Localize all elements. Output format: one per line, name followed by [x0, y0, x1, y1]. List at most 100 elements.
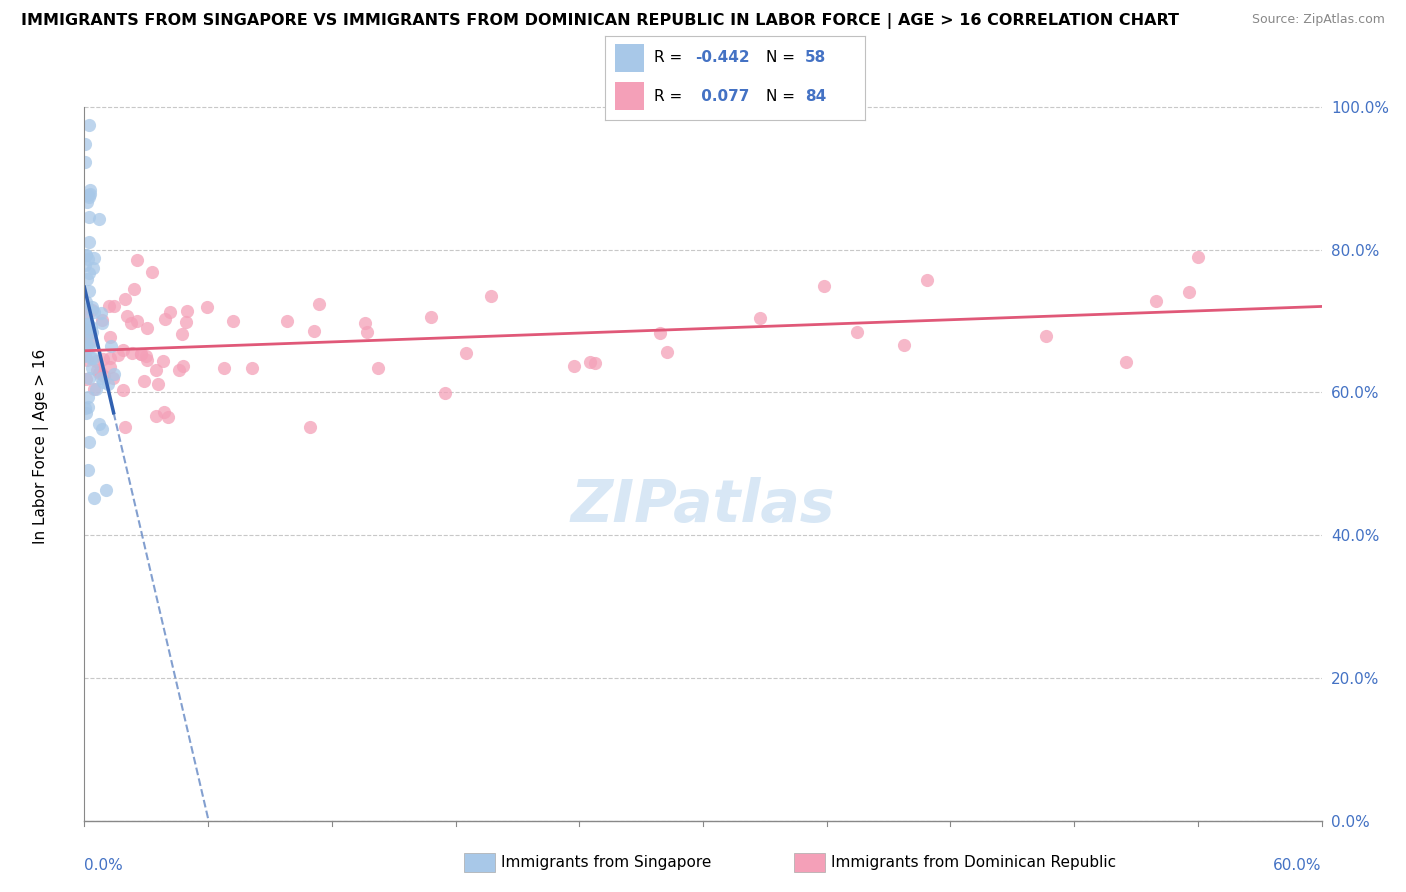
- Point: [75, 320, 97, 334]
- Text: N =: N =: [766, 89, 800, 104]
- Point: [77, 210, 100, 224]
- Point: [77, 235, 100, 249]
- Point: [562, 359, 585, 373]
- Point: [103, 368, 125, 382]
- Point: [73, 258, 96, 272]
- Point: [302, 324, 325, 338]
- Point: [91, 351, 114, 366]
- Point: [353, 316, 375, 330]
- Point: [174, 315, 197, 329]
- Point: [1144, 293, 1167, 308]
- Point: [98, 360, 121, 375]
- Point: [76, 325, 98, 339]
- Point: [93, 368, 115, 383]
- Point: [172, 359, 194, 373]
- Point: [141, 265, 163, 279]
- Point: [122, 282, 145, 296]
- Point: [77, 340, 100, 354]
- Point: [77, 400, 100, 414]
- Point: [356, 325, 378, 339]
- Point: [89, 365, 111, 379]
- Point: [145, 409, 167, 423]
- Point: [84, 382, 107, 396]
- Point: [77, 266, 100, 280]
- Point: [114, 420, 136, 434]
- Point: [91, 317, 114, 331]
- Point: [89, 417, 111, 432]
- Point: [79, 183, 101, 197]
- Point: [1115, 355, 1137, 369]
- Point: [75, 305, 97, 319]
- Point: [120, 316, 142, 330]
- Point: [79, 187, 101, 202]
- Point: [915, 273, 938, 287]
- Point: [90, 305, 112, 319]
- Point: [82, 302, 104, 317]
- Point: [129, 347, 152, 361]
- Point: [107, 348, 129, 362]
- Point: [127, 253, 149, 268]
- Point: [91, 313, 114, 327]
- Point: [75, 248, 97, 262]
- Text: Immigrants from Singapore: Immigrants from Singapore: [501, 855, 711, 870]
- Point: [367, 361, 389, 376]
- Point: [153, 311, 176, 326]
- Point: [75, 406, 97, 420]
- Point: [77, 370, 100, 384]
- Point: [98, 299, 121, 313]
- Point: [136, 353, 159, 368]
- Point: [132, 374, 155, 388]
- Point: [276, 314, 298, 328]
- Point: [456, 346, 478, 360]
- Point: [650, 326, 672, 340]
- Point: [73, 155, 96, 169]
- Point: [893, 338, 915, 352]
- Point: [135, 321, 157, 335]
- Text: 0.0%: 0.0%: [84, 858, 124, 873]
- Text: R =: R =: [654, 89, 688, 104]
- Text: In Labor Force | Age > 16: In Labor Force | Age > 16: [34, 349, 49, 543]
- Text: Immigrants from Dominican Republic: Immigrants from Dominican Republic: [831, 855, 1116, 870]
- Point: [152, 354, 174, 368]
- Point: [82, 300, 104, 314]
- Point: [308, 297, 330, 311]
- Text: Source: ZipAtlas.com: Source: ZipAtlas.com: [1251, 13, 1385, 27]
- Point: [73, 328, 96, 343]
- Point: [76, 317, 98, 331]
- Point: [87, 366, 110, 380]
- Point: [167, 363, 190, 377]
- Text: R =: R =: [654, 50, 688, 65]
- Point: [479, 289, 502, 303]
- Point: [419, 310, 441, 325]
- Point: [657, 345, 679, 359]
- Text: 0.077: 0.077: [696, 89, 749, 104]
- Bar: [614, 82, 644, 111]
- Point: [240, 360, 263, 375]
- Point: [77, 390, 100, 404]
- Point: [159, 305, 181, 319]
- Point: [77, 434, 100, 449]
- Point: [77, 301, 100, 315]
- Point: [299, 420, 322, 434]
- Text: 58: 58: [804, 50, 827, 65]
- Point: [846, 325, 869, 339]
- Point: [73, 348, 96, 362]
- Point: [153, 405, 176, 419]
- Point: [94, 483, 117, 497]
- Point: [98, 351, 121, 365]
- Point: [80, 335, 103, 350]
- Point: [77, 190, 100, 204]
- Point: [157, 409, 180, 424]
- Point: [97, 376, 120, 391]
- Point: [77, 188, 100, 202]
- Point: [73, 349, 96, 363]
- Point: [212, 361, 235, 376]
- Point: [579, 354, 602, 368]
- Text: ZIPatlas: ZIPatlas: [571, 477, 835, 534]
- Point: [103, 299, 125, 313]
- Point: [75, 313, 97, 327]
- Point: [84, 354, 107, 368]
- Point: [90, 422, 112, 436]
- Point: [76, 327, 98, 342]
- Point: [73, 401, 96, 416]
